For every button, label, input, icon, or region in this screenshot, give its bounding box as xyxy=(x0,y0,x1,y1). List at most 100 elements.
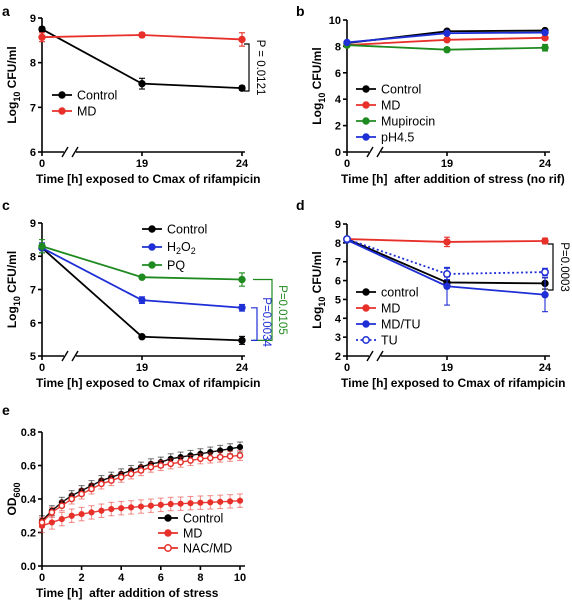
panel-e: e 0.0 0.2 0.4 0.6 0.8 0 2 4 6 8 10 Time [h] after ad… xyxy=(2,402,246,600)
legend-label: H2O2 xyxy=(167,240,196,256)
x-axis-title: Time [h] exposed to Cmax of rifampicin xyxy=(36,376,260,390)
p-value-label: P=0.0034 xyxy=(260,297,272,347)
y-tick-label: 0.0 xyxy=(21,561,36,573)
x-tick-label: 8 xyxy=(197,572,203,584)
legend-swatch-marker xyxy=(164,544,172,552)
data-point xyxy=(137,467,145,474)
data-point xyxy=(128,504,135,511)
legend-swatch-marker xyxy=(148,261,156,269)
data-point xyxy=(38,33,46,41)
y-tick-label: 0.2 xyxy=(21,528,36,540)
data-point xyxy=(238,275,246,284)
legend-swatch-marker xyxy=(164,529,172,537)
legend-swatch-marker xyxy=(362,320,370,328)
legend-label: MD xyxy=(381,301,400,315)
data-point xyxy=(167,500,174,508)
data-point xyxy=(443,29,451,37)
y-axis-title-sub: 10 xyxy=(12,92,22,102)
y-axis-title-part: OD xyxy=(5,497,19,515)
data-point xyxy=(226,452,234,460)
y-axis-title: Log10 CFU/ml xyxy=(5,251,22,328)
data-point xyxy=(38,519,46,526)
y-tick-label: 5 xyxy=(30,351,36,363)
legend-swatch-marker xyxy=(362,304,370,312)
y-tick-label: 3 xyxy=(335,332,341,344)
x-tick-label: 24 xyxy=(236,158,249,170)
data-point xyxy=(127,470,135,478)
data-point xyxy=(118,505,125,512)
y-axis-title: OD600 xyxy=(5,482,22,515)
legend-label-part: O xyxy=(181,240,191,254)
y-tick-label: 2 xyxy=(335,351,341,363)
data-point xyxy=(541,291,549,299)
axis-break-gap xyxy=(369,352,381,360)
series-control: Control xyxy=(38,25,246,102)
legend-label: Mupirocin xyxy=(381,114,435,128)
axis-break-mark xyxy=(366,350,374,362)
x-tick-label: 2 xyxy=(79,572,85,584)
data-point xyxy=(443,238,451,246)
legend-label: MD xyxy=(381,98,400,112)
legend-swatch-marker xyxy=(362,85,370,93)
y-tick-label: 5 xyxy=(335,294,341,306)
y-axis-title-part: Log xyxy=(5,102,19,124)
axis-break-mark xyxy=(71,350,79,362)
data-point xyxy=(48,519,56,526)
data-point xyxy=(238,35,246,44)
significance-bracket xyxy=(244,43,250,92)
legend-swatch-marker xyxy=(164,514,172,522)
data-point xyxy=(206,454,214,462)
y-tick-label: 4 xyxy=(335,94,342,106)
series-ph4-5: pH4.5 xyxy=(343,28,549,144)
legend-label: Control xyxy=(183,511,223,525)
data-point xyxy=(138,333,146,341)
y-tick-label: 6 xyxy=(335,68,341,80)
data-point xyxy=(107,477,115,484)
data-point xyxy=(68,495,76,503)
y-tick-label: 6 xyxy=(335,276,341,288)
legend-swatch-marker xyxy=(362,288,370,296)
y-tick-label: 0 xyxy=(335,147,341,159)
y-tick-label: 0.8 xyxy=(21,427,36,439)
y-axis-title-sub: 10 xyxy=(317,297,327,307)
data-point xyxy=(138,273,146,281)
legend-label: Control xyxy=(381,82,421,96)
significance-bracket xyxy=(548,243,554,291)
y-tick-label: 7 xyxy=(335,257,341,269)
x-tick-label: 0 xyxy=(344,362,350,374)
panel-letter: c xyxy=(2,197,10,213)
y-tick-label: 9 xyxy=(335,219,341,231)
panel-c: c 5 6 7 8 9 0 19 24 Time [h] exposed to Cmax of r… xyxy=(2,197,288,390)
data-point xyxy=(227,445,234,452)
x-tick-label: 10 xyxy=(234,572,246,584)
data-point xyxy=(68,512,75,519)
series-line xyxy=(41,247,243,342)
data-point xyxy=(238,304,246,312)
x-axis-title: Time [h] after addition of stress xyxy=(36,586,219,600)
data-point xyxy=(108,505,115,513)
axis-break-mark xyxy=(366,146,374,158)
y-tick-label: 9 xyxy=(30,13,36,25)
panel-d: d 2 3 4 5 6 7 8 9 0 19 24 Time [h] exposed to Cmax o… xyxy=(296,197,570,390)
data-point xyxy=(147,463,155,471)
data-point xyxy=(541,44,549,52)
axis-break-mark xyxy=(61,350,69,362)
data-point xyxy=(117,473,125,481)
y-axis-title-sub: 10 xyxy=(317,93,327,103)
axis-break-gap xyxy=(64,352,76,360)
data-point xyxy=(157,501,164,508)
data-point xyxy=(238,84,246,92)
data-point xyxy=(138,31,146,39)
series-control: Control xyxy=(38,222,246,345)
data-point xyxy=(177,500,184,507)
y-tick-label: 8 xyxy=(335,41,341,53)
x-tick-label: 0 xyxy=(39,158,45,170)
legend-swatch-marker xyxy=(362,336,370,344)
data-point xyxy=(147,502,154,509)
data-point xyxy=(227,498,234,505)
y-axis-title-part: CFU/ml xyxy=(5,46,19,91)
panel-letter: b xyxy=(296,3,305,19)
y-axis-title: Log10 CFU/ml xyxy=(310,251,327,328)
